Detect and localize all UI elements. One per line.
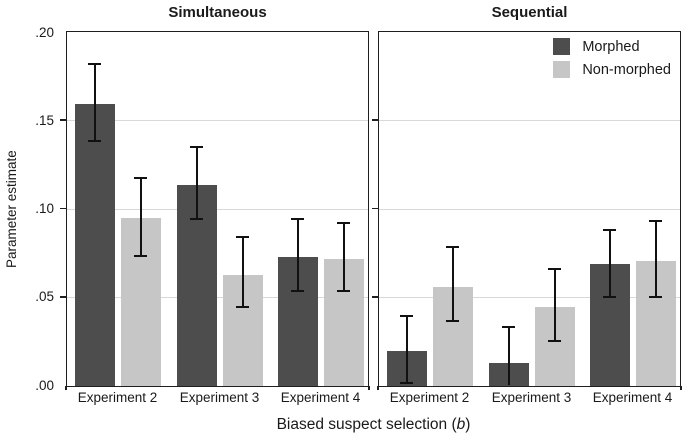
error-bar-cap-top <box>337 221 350 224</box>
error-bar <box>405 316 408 384</box>
y-axis-tick <box>60 207 66 210</box>
legend-label-non-morphed: Non-morphed <box>582 61 671 78</box>
error-bar <box>608 229 611 297</box>
gridline <box>379 208 680 210</box>
error-bar <box>241 236 244 308</box>
error-bar-cap-top <box>134 177 147 180</box>
error-bar <box>553 268 556 341</box>
error-bar-cap-bottom <box>291 290 304 293</box>
error-bar-cap-bottom <box>88 140 101 143</box>
x-axis-corner-tick <box>680 386 682 390</box>
bar-simultaneous-morphed-experiment-2 <box>74 103 115 386</box>
y-axis-tick <box>372 119 378 122</box>
x-category-label: Experiment 4 <box>592 390 673 405</box>
error-bar-cap-top <box>446 246 459 249</box>
error-bar <box>93 63 96 142</box>
error-bar-cap-bottom <box>649 295 662 298</box>
panel-title-simultaneous: Simultaneous <box>168 4 267 21</box>
y-tick-label: .10 <box>35 201 54 217</box>
x-axis-corner-tick <box>377 386 379 390</box>
x-category-label: Experiment 3 <box>491 390 572 405</box>
x-axis-title-prefix: Biased suspect selection ( <box>276 416 457 433</box>
legend-label-morphed: Morphed <box>582 38 640 55</box>
error-bar-cap-bottom <box>603 295 616 298</box>
y-tick-label: .00 <box>35 377 54 393</box>
y-axis-tick <box>60 295 66 298</box>
legend-swatch-non-morphed <box>553 61 571 78</box>
x-axis-title-suffix: ) <box>465 416 471 433</box>
x-axis-title-variable: b <box>456 416 466 433</box>
error-bar-cap-top <box>88 62 101 65</box>
error-bar-cap-top <box>649 219 662 222</box>
error-bar-cap-bottom <box>337 290 350 293</box>
error-bar-cap-bottom <box>548 339 561 342</box>
x-axis-corner-tick <box>65 386 67 390</box>
legend-item-morphed: Morphed <box>553 38 671 55</box>
error-bar-cap-bottom <box>446 320 459 323</box>
y-axis-tick <box>372 207 378 210</box>
error-bar-cap-top <box>400 315 413 318</box>
legend-swatch-morphed <box>553 38 571 55</box>
x-axis-corner-tick <box>368 386 370 390</box>
legend-item-non-morphed: Non-morphed <box>553 61 671 78</box>
error-bar-cap-top <box>603 228 616 231</box>
y-tick-labels: .00 .05 .10 .15 .20 <box>0 0 54 447</box>
y-tick-label: .20 <box>35 24 54 40</box>
error-bar <box>507 326 510 385</box>
y-axis-tick <box>372 295 378 298</box>
gridline <box>379 296 680 298</box>
error-bar <box>139 178 142 257</box>
error-bar-cap-bottom <box>236 306 249 309</box>
legend: Morphed Non-morphed <box>553 38 671 78</box>
panel-sequential: Morphed Non-morphed Experiment 2 Experime… <box>372 31 682 405</box>
x-category-label: Experiment 2 <box>77 390 158 405</box>
panel-title-sequential: Sequential <box>491 4 568 21</box>
x-category-label: Experiment 3 <box>179 390 260 405</box>
gridline <box>379 120 680 122</box>
gridline <box>67 120 368 122</box>
error-bar-cap-bottom <box>190 218 203 221</box>
panel-simultaneous: Experiment 2 Experiment 3 Experiment 4 <box>60 31 370 405</box>
x-axis-title: Biased suspect selection (b) <box>62 416 685 434</box>
error-bar <box>296 219 299 292</box>
gridline <box>67 296 368 298</box>
gridline <box>67 208 368 210</box>
y-tick-label: .15 <box>35 112 54 128</box>
error-bar <box>451 247 454 322</box>
y-tick-label: .05 <box>35 289 54 305</box>
error-bar-cap-top <box>236 235 249 238</box>
error-bar-cap-top <box>502 325 515 328</box>
error-bar-cap-bottom <box>134 255 147 258</box>
error-bar-cap-top <box>291 218 304 221</box>
x-category-label: Experiment 4 <box>280 390 361 405</box>
error-bar-cap-top <box>190 145 203 148</box>
error-bar <box>195 146 198 220</box>
error-bar-cap-top <box>548 267 561 270</box>
error-bar-cap-bottom <box>400 382 413 385</box>
error-bar <box>342 222 345 292</box>
error-bar <box>654 220 657 297</box>
x-category-label: Experiment 2 <box>389 390 470 405</box>
y-axis-tick <box>60 119 66 122</box>
